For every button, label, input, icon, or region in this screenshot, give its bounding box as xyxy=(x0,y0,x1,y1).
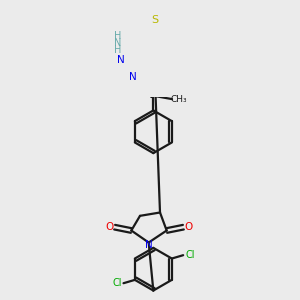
Text: O: O xyxy=(184,222,193,232)
Text: N: N xyxy=(145,239,152,250)
Text: N: N xyxy=(129,72,137,82)
Text: N: N xyxy=(114,38,121,48)
Text: N: N xyxy=(117,55,125,65)
Text: CH₃: CH₃ xyxy=(170,94,187,103)
Text: H: H xyxy=(114,32,121,41)
Text: O: O xyxy=(105,222,113,232)
Text: S: S xyxy=(151,15,158,25)
Text: H: H xyxy=(114,45,121,55)
Text: Cl: Cl xyxy=(185,250,195,260)
Text: Cl: Cl xyxy=(112,278,122,288)
